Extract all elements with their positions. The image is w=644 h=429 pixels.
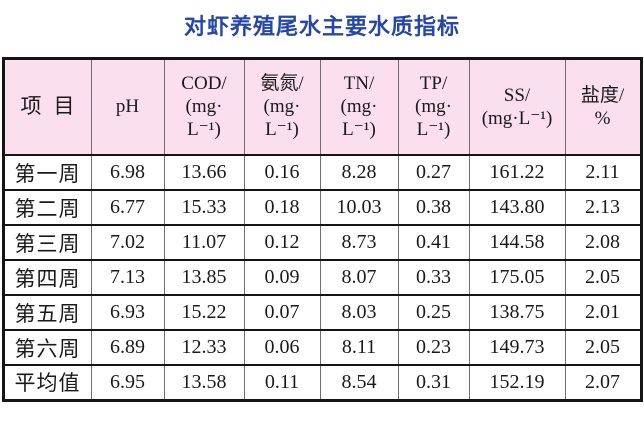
header-cell-line: 项目 bbox=[20, 94, 87, 119]
data-cell: 2.01 bbox=[564, 294, 642, 332]
header-cell-ss: SS/(mg·L⁻¹) bbox=[468, 57, 566, 157]
page-title: 对虾养殖尾水主要水质指标 bbox=[183, 14, 460, 39]
data-cell: 0.16 bbox=[243, 154, 321, 192]
data-cell: 0.11 bbox=[243, 364, 321, 402]
table-row: 第五周 6.93 15.22 0.07 8.03 0.25 138.75 2.01 bbox=[2, 294, 642, 332]
data-cell: 15.22 bbox=[163, 294, 245, 332]
header-cell-line: (mg·L⁻¹) bbox=[481, 107, 553, 129]
data-cell: 6.89 bbox=[90, 329, 165, 367]
data-cell: 6.93 bbox=[90, 294, 165, 332]
data-cell: 0.18 bbox=[243, 189, 321, 227]
data-cell: 0.38 bbox=[397, 189, 470, 227]
data-cell: 0.07 bbox=[243, 294, 321, 332]
data-cell: 6.95 bbox=[90, 364, 165, 402]
data-cell: 6.98 bbox=[90, 154, 165, 192]
header-cell-line: (mg· bbox=[185, 96, 223, 118]
data-cell: 7.02 bbox=[90, 224, 165, 262]
data-cell: 0.41 bbox=[397, 224, 470, 262]
water-quality-table: 项目 pH COD/(mg· L⁻¹) 氨氮/(mg· L⁻¹) TN/(mg· L⁻¹) TP… bbox=[1, 56, 643, 402]
header-cell-line: L⁻¹) bbox=[187, 119, 221, 141]
data-cell: 2.05 bbox=[564, 329, 642, 367]
table-row: 第三周 7.02 11.07 0.12 8.73 0.41 144.58 2.08 bbox=[2, 224, 642, 262]
data-cell: 13.58 bbox=[163, 364, 245, 402]
row-label-cell: 平均值 bbox=[2, 364, 92, 402]
data-cell: 6.77 bbox=[90, 189, 165, 227]
table-header: 项目 pH COD/(mg· L⁻¹) 氨氮/(mg· L⁻¹) TN/(mg· L⁻¹) TP… bbox=[2, 57, 642, 157]
header-cell-tp: TP/(mg· L⁻¹) bbox=[397, 57, 470, 157]
data-cell: 152.19 bbox=[468, 364, 566, 402]
data-cell: 138.75 bbox=[468, 294, 566, 332]
data-cell: 0.27 bbox=[397, 154, 470, 192]
data-cell: 15.33 bbox=[163, 189, 245, 227]
header-cell-line: (mg· bbox=[263, 96, 301, 118]
row-label-cell: 第二周 bbox=[2, 189, 92, 227]
data-cell: 2.13 bbox=[564, 189, 642, 227]
header-cell-tn: TN/(mg· L⁻¹) bbox=[319, 57, 399, 157]
row-label-cell: 第六周 bbox=[2, 329, 92, 367]
row-label-cell: 第三周 bbox=[2, 224, 92, 262]
data-cell: 149.73 bbox=[468, 329, 566, 367]
data-cell: 8.28 bbox=[319, 154, 399, 192]
header-cell-line: SS/ bbox=[503, 84, 531, 106]
data-cell: 161.22 bbox=[468, 154, 566, 192]
table-row: 平均值 6.95 13.58 0.11 8.54 0.31 152.19 2.07 bbox=[2, 364, 642, 402]
header-cell-line: (mg· bbox=[340, 96, 378, 118]
data-cell: 0.25 bbox=[397, 294, 470, 332]
data-cell: 0.09 bbox=[243, 259, 321, 297]
header-cell-cod: COD/(mg· L⁻¹) bbox=[163, 57, 245, 157]
data-cell: 8.54 bbox=[319, 364, 399, 402]
data-cell: 2.08 bbox=[564, 224, 642, 262]
row-label-cell: 第五周 bbox=[2, 294, 92, 332]
data-cell: 8.03 bbox=[319, 294, 399, 332]
header-row: 项目 pH COD/(mg· L⁻¹) 氨氮/(mg· L⁻¹) TN/(mg· L⁻¹) TP… bbox=[2, 57, 642, 157]
data-cell: 2.11 bbox=[564, 154, 642, 192]
data-cell: 0.23 bbox=[397, 329, 470, 367]
table-row: 第四周 7.13 13.85 0.09 8.07 0.33 175.05 2.05 bbox=[2, 259, 642, 297]
data-cell: 12.33 bbox=[163, 329, 245, 367]
table-body: 第一周 6.98 13.66 0.16 8.28 0.27 161.22 2.11 第二周 6.7… bbox=[2, 154, 642, 402]
header-cell-line: L⁻¹) bbox=[265, 119, 299, 141]
table-row: 第二周 6.77 15.33 0.18 10.03 0.38 143.80 2.13 bbox=[2, 189, 642, 227]
data-cell: 143.80 bbox=[468, 189, 566, 227]
data-cell: 8.07 bbox=[319, 259, 399, 297]
data-cell: 8.11 bbox=[319, 329, 399, 367]
header-cell-line: % bbox=[594, 107, 611, 129]
data-cell: 7.13 bbox=[90, 259, 165, 297]
row-label-cell: 第一周 bbox=[2, 154, 92, 192]
header-cell-line: 盐度/ bbox=[580, 84, 625, 106]
data-cell: 0.31 bbox=[397, 364, 470, 402]
header-cell-line: COD/ bbox=[181, 73, 227, 95]
header-cell-line: (mg· bbox=[415, 96, 452, 118]
table-row: 第六周 6.89 12.33 0.06 8.11 0.23 149.73 2.05 bbox=[2, 329, 642, 367]
data-cell: 0.06 bbox=[243, 329, 321, 367]
data-cell: 144.58 bbox=[468, 224, 566, 262]
header-cell-line: pH bbox=[115, 96, 140, 118]
data-cell: 175.05 bbox=[468, 259, 566, 297]
data-cell: 10.03 bbox=[319, 189, 399, 227]
table-row: 第一周 6.98 13.66 0.16 8.28 0.27 161.22 2.11 bbox=[2, 154, 642, 192]
data-cell: 13.85 bbox=[163, 259, 245, 297]
header-cell-line: TN/ bbox=[343, 73, 375, 95]
header-cell-line: L⁻¹) bbox=[342, 119, 376, 141]
data-cell: 8.73 bbox=[319, 224, 399, 262]
row-label-cell: 第四周 bbox=[2, 259, 92, 297]
header-cell-ammonia: 氨氮/(mg· L⁻¹) bbox=[243, 57, 321, 157]
data-cell: 0.12 bbox=[243, 224, 321, 262]
header-cell-salinity: 盐度/% bbox=[564, 57, 642, 157]
header-cell-line: 氨氮/ bbox=[260, 73, 304, 95]
header-cell-item: 项目 bbox=[2, 57, 92, 157]
header-cell-ph: pH bbox=[90, 57, 165, 157]
header-cell-line: L⁻¹) bbox=[416, 119, 451, 141]
data-cell: 13.66 bbox=[163, 154, 245, 192]
data-cell: 11.07 bbox=[163, 224, 245, 262]
data-cell: 2.05 bbox=[564, 259, 642, 297]
data-cell: 0.33 bbox=[397, 259, 470, 297]
header-cell-line: TP/ bbox=[419, 73, 448, 95]
data-cell: 2.07 bbox=[564, 364, 642, 402]
